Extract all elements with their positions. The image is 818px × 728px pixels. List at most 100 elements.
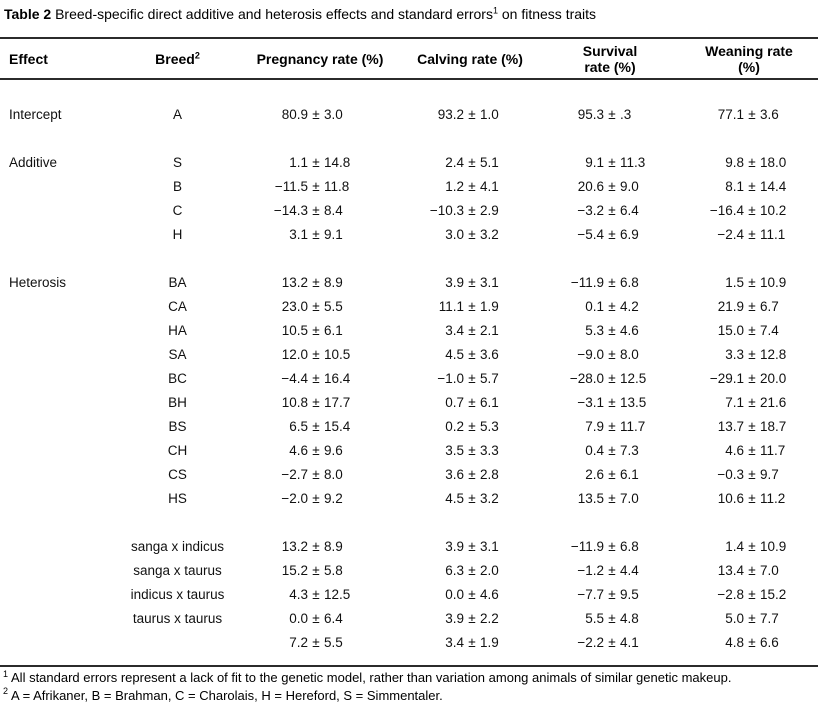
effect-cell (0, 198, 115, 222)
plus-minus-sign: ± (468, 202, 476, 218)
plus-minus-sign: ± (608, 442, 616, 458)
value-wrap: 0.4 ±7.3 (540, 443, 660, 458)
value-cell: −29.1 ±20.0 (680, 366, 818, 390)
value-wrap: 0.1 ±4.2 (540, 299, 660, 314)
plus-minus-sign: ± (312, 610, 320, 626)
standard-error: 9.2 (324, 490, 343, 506)
plus-minus-sign: ± (468, 562, 476, 578)
value-wrap: −9.0 ±8.0 (540, 347, 660, 362)
value-wrap: 3.4 ±1.9 (400, 635, 520, 650)
plus-minus-sign: ± (608, 370, 616, 386)
estimate-value: −2.0 (281, 490, 308, 506)
spacer-row (0, 79, 818, 102)
value-wrap: 3.9 ±2.2 (400, 611, 520, 626)
plus-minus-sign: ± (608, 394, 616, 410)
standard-error: 11.8 (324, 178, 350, 194)
value-wrap: 77.1 ±3.6 (680, 107, 800, 122)
effect-cell (0, 318, 115, 342)
value-wrap: −5.4 ±6.9 (540, 227, 660, 242)
table-row: SA 12.0 ±10.5 4.5 ±3.6 −9.0 ±8.0 3.3 ±12.8 (0, 342, 818, 366)
plus-minus-sign: ± (608, 562, 616, 578)
table-row: Heterosis BA 13.2 ±8.9 3.9 ±3.1 −11.9 ±6.8 1.5 ±1… (0, 270, 818, 294)
breed-cell: A (172, 106, 182, 122)
value-cell: 0.0 ±6.4 (240, 606, 400, 630)
value-wrap: 13.2 ±8.9 (240, 275, 364, 290)
value-wrap: −10.3 ±2.9 (400, 203, 520, 218)
value-wrap: 2.4 ±5.1 (400, 155, 520, 170)
value-cell: −10.3 ±2.9 (400, 198, 540, 222)
breed-cell: BC (168, 370, 187, 386)
plus-minus-sign: ± (468, 346, 476, 362)
breed-cell: indicus x taurus (130, 586, 225, 602)
value-wrap: −1.0 ±5.7 (400, 371, 520, 386)
estimate-value: −2.4 (717, 226, 744, 242)
title-text: Breed-specific direct additive and heter… (51, 6, 493, 22)
estimate-value: −1.2 (577, 562, 604, 578)
table-row: sanga x taurus 15.2 ±5.8 6.3 ±2.0 −1.2 ±4.4 13.… (0, 558, 818, 582)
value-wrap: 3.0 ±3.2 (400, 227, 520, 242)
value-wrap: 7.9 ±11.7 (540, 419, 660, 434)
estimate-value: 0.1 (585, 298, 604, 314)
value-wrap: −3.2 ±6.4 (540, 203, 660, 218)
value-cell: 2.4 ±5.1 (400, 150, 540, 174)
value-wrap: 7.2 ±5.5 (240, 635, 364, 650)
standard-error: 4.6 (480, 586, 499, 602)
spacer-cell (0, 126, 818, 150)
value-cell: 1.4 ±10.9 (680, 534, 818, 558)
value-wrap: 2.6 ±6.1 (540, 467, 660, 482)
col-header-weaning-rate: Weaning rate (%) (680, 38, 818, 80)
value-cell: 3.4 ±2.1 (400, 318, 540, 342)
value-wrap: 10.6 ±11.2 (680, 491, 800, 506)
standard-error: 10.5 (324, 346, 351, 362)
value-wrap: 4.8 ±6.6 (680, 635, 800, 650)
estimate-value: 13.7 (717, 418, 744, 434)
standard-error: 8.0 (324, 466, 343, 482)
standard-error: 6.1 (480, 394, 499, 410)
plus-minus-sign: ± (608, 154, 616, 170)
estimate-value: 95.3 (577, 106, 604, 122)
plus-minus-sign: ± (312, 274, 320, 290)
estimate-value: 13.2 (281, 538, 308, 554)
spacer-row (0, 654, 818, 666)
estimate-value: 3.3 (725, 346, 744, 362)
value-cell: 4.5 ±3.2 (400, 486, 540, 510)
plus-minus-sign: ± (468, 106, 476, 122)
standard-error: 11.1 (760, 226, 786, 242)
plus-minus-sign: ± (608, 298, 616, 314)
value-wrap: 12.0 ±10.5 (240, 347, 364, 362)
value-cell: 7.1 ±21.6 (680, 390, 818, 414)
plus-minus-sign: ± (312, 490, 320, 506)
plus-minus-sign: ± (312, 586, 320, 602)
breed-cell: HA (168, 322, 187, 338)
table-row: C −14.3 ±8.4 −10.3 ±2.9 −3.2 ±6.4 −16.4 ±10.2 (0, 198, 818, 222)
plus-minus-sign: ± (468, 466, 476, 482)
breed-cell: BH (168, 394, 187, 410)
estimate-value: −2.2 (577, 634, 604, 650)
standard-error: 3.0 (324, 106, 343, 122)
plus-minus-sign: ± (312, 322, 320, 338)
effect-cell (0, 438, 115, 462)
estimate-value: 8.1 (725, 178, 744, 194)
value-cell: 0.2 ±5.3 (400, 414, 540, 438)
spacer-cell (0, 654, 818, 666)
estimate-value: 13.4 (717, 562, 744, 578)
table-row: HS −2.0 ±9.2 4.5 ±3.2 13.5 ±7.0 10.6 ±11.2 (0, 486, 818, 510)
standard-error: 17.7 (324, 394, 351, 410)
standard-error: 5.5 (324, 634, 343, 650)
plus-minus-sign: ± (608, 634, 616, 650)
value-cell: 6.5 ±15.4 (240, 414, 400, 438)
value-wrap: 9.1 ±11.3 (540, 155, 660, 170)
plus-minus-sign: ± (608, 466, 616, 482)
value-wrap: 13.4 ±7.0 (680, 563, 800, 578)
effect-cell (0, 294, 115, 318)
value-wrap: 3.5 ±3.3 (400, 443, 520, 458)
value-cell: 0.0 ±4.6 (400, 582, 540, 606)
plus-minus-sign: ± (312, 154, 320, 170)
standard-error: 6.7 (760, 298, 779, 314)
estimate-value: 3.9 (445, 538, 464, 554)
standard-error: 9.7 (760, 466, 779, 482)
estimate-value: 7.1 (725, 394, 744, 410)
value-wrap: −3.1 ±13.5 (540, 395, 660, 410)
col-header-effect: Effect (0, 38, 115, 80)
plus-minus-sign: ± (312, 298, 320, 314)
